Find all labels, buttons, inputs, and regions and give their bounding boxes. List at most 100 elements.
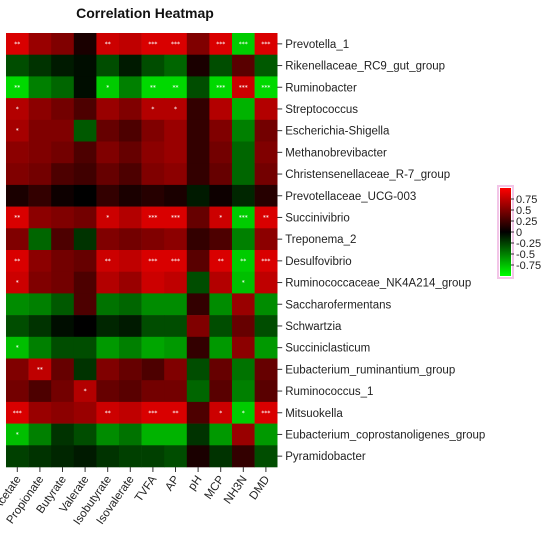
legend-colorbar <box>500 188 511 276</box>
heatmap-cell <box>232 423 255 446</box>
heatmap-cell <box>141 141 165 164</box>
heatmap-cell <box>6 54 29 77</box>
heatmap-cell <box>28 315 52 338</box>
heatmap-cell <box>6 141 29 164</box>
heatmap-cell <box>209 119 233 142</box>
heatmap-cell <box>119 54 142 77</box>
heatmap-cell <box>119 315 142 338</box>
heatmap-cell <box>164 293 188 316</box>
heatmap-cell <box>141 54 165 77</box>
row-label: Succiniclasticum <box>285 343 370 355</box>
row-label: Prevotella_1 <box>285 39 349 51</box>
heatmap-cell <box>164 206 188 229</box>
heatmap-cell <box>51 401 75 424</box>
heatmap-cell <box>186 184 210 207</box>
heatmap-cell <box>164 271 188 294</box>
heatmap-cell <box>186 206 210 229</box>
significance-marker: ** <box>14 41 20 48</box>
heatmap-cell <box>232 250 255 272</box>
legend-tick-label: 0 <box>516 227 522 239</box>
significance-markers: ** ** *** *** *** *** ***** * ** ** *** *** **** * ***… <box>13 41 271 439</box>
heatmap-cell <box>164 445 188 468</box>
heatmap-cell <box>119 336 142 359</box>
heatmap-cell <box>254 380 278 403</box>
heatmap-cell <box>254 423 278 446</box>
heatmap-cell <box>51 228 75 251</box>
heatmap-cell <box>119 380 142 403</box>
heatmap-cell <box>119 445 142 468</box>
legend-tick-label: 0.25 <box>516 216 537 228</box>
heatmap-cell <box>6 184 29 207</box>
heatmap-cell <box>51 98 75 121</box>
heatmap-cell <box>164 315 188 338</box>
heatmap-cell <box>96 119 120 142</box>
row-labels: Prevotella_1 Rikenellaceae_RC9_gut_group R… <box>277 39 485 463</box>
heatmap-cell <box>209 141 233 164</box>
heatmap-cell <box>96 141 120 164</box>
significance-marker: *** <box>148 410 157 417</box>
heatmap-cell <box>186 163 210 186</box>
significance-marker: * <box>174 106 177 113</box>
heatmap-cell <box>6 401 29 424</box>
heatmap-cell <box>6 271 29 294</box>
heatmap-cell <box>73 98 97 121</box>
row-label: Ruminococcus_1 <box>285 386 373 398</box>
heatmap-cell <box>141 33 165 55</box>
heatmap-cell <box>96 163 120 186</box>
legend-tick-label: -0.25 <box>516 238 541 250</box>
heatmap-cell <box>164 54 188 77</box>
column-labels: AcetatePropionateButyrateValerateIsobuty… <box>0 467 272 527</box>
heatmap-cell <box>119 358 142 381</box>
heatmap-cell <box>186 315 210 338</box>
significance-marker: *** <box>148 214 157 221</box>
legend-tick-label: -0.5 <box>516 249 535 261</box>
heatmap-cell <box>164 119 188 142</box>
heatmap-cell <box>232 336 255 359</box>
heatmap-cell <box>232 358 255 381</box>
heatmap-cell <box>209 206 233 229</box>
heatmap-cell <box>254 401 278 424</box>
heatmap-cell <box>232 401 255 424</box>
heatmap-cell <box>73 184 97 207</box>
heatmap-cell <box>209 358 233 381</box>
heatmap-cell <box>51 423 75 446</box>
heatmap-cell <box>96 358 120 381</box>
heatmap-cell <box>254 315 278 338</box>
significance-marker: ** <box>173 84 179 91</box>
heatmap-cell <box>73 141 97 164</box>
heatmap-cell <box>51 271 75 294</box>
significance-marker: * <box>151 106 154 113</box>
heatmap-cell <box>28 293 52 316</box>
heatmap-cell <box>119 119 142 142</box>
significance-marker: * <box>242 280 245 287</box>
heatmap-cell <box>6 163 29 186</box>
legend-tick-label: -0.75 <box>516 260 541 272</box>
heatmap-cell <box>6 336 29 359</box>
heatmap-cell <box>73 423 97 446</box>
heatmap-cell <box>96 336 120 359</box>
heatmap-cell <box>6 293 29 316</box>
heatmap-cell <box>119 271 142 294</box>
heatmap-cell <box>209 336 233 359</box>
significance-marker: *** <box>261 258 270 265</box>
row-label: Eubacterium_ruminantium_group <box>285 364 455 376</box>
heatmap-cell <box>209 250 233 272</box>
heatmap-cell <box>209 98 233 121</box>
heatmap-cell <box>96 228 120 251</box>
row-label: Christensenellaceae_R-7_group <box>285 169 450 181</box>
heatmap-cell <box>119 228 142 251</box>
heatmap-cell <box>28 98 52 121</box>
heatmap-cell <box>164 336 188 359</box>
heatmap-cell <box>119 401 142 424</box>
heatmap-cell <box>28 119 52 142</box>
heatmap-cell <box>28 423 52 446</box>
heatmap-cell <box>254 228 278 251</box>
heatmap-cell <box>186 228 210 251</box>
heatmap-cell <box>141 445 165 468</box>
heatmap-cell <box>28 250 52 272</box>
significance-marker: ** <box>14 258 20 265</box>
heatmap-cell <box>28 271 52 294</box>
heatmap-cell <box>119 98 142 121</box>
heatmap-cell <box>254 33 278 55</box>
row-label: Ruminobacter <box>285 82 357 94</box>
